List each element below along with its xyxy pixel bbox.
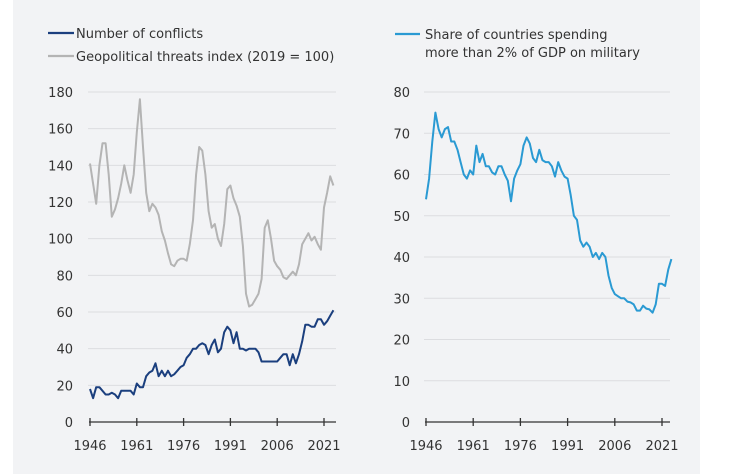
legend-item: Geopolitical threats index (2019 = 100): [48, 50, 334, 65]
legend-label: Number of conflicts: [76, 27, 203, 42]
x-tick-label: 2006: [598, 439, 631, 454]
legend-label: Geopolitical threats index (2019 = 100): [76, 50, 334, 65]
series-line-2: [89, 98, 335, 308]
x-tick-label: 2021: [645, 439, 678, 454]
x-tick-label: 1976: [504, 439, 537, 454]
y-tick-label: 100: [48, 233, 73, 248]
legend-item: Number of conflicts: [48, 27, 203, 42]
y-tick-label: 30: [393, 292, 410, 307]
y-tick-label: 20: [393, 334, 410, 349]
x-tick-label: 2006: [261, 439, 294, 454]
series-line-1: [89, 309, 335, 400]
x-tick-label: 1991: [214, 439, 247, 454]
y-tick-label: 140: [48, 159, 73, 174]
y-tick-label: 0: [65, 416, 73, 431]
y-tick-label: 40: [56, 343, 73, 358]
x-tick-label: 1976: [167, 439, 200, 454]
chart-1: 0 20 40 60 80 100 120 140 160 180 1946 1961 1976 1991…: [48, 27, 341, 454]
y-tick-label: 180: [48, 86, 73, 101]
x-tick-label: 1946: [409, 439, 442, 454]
y-tick-label: 0: [402, 416, 410, 431]
x-tick-label: 1991: [551, 439, 584, 454]
y-tick-label: 20: [56, 379, 73, 394]
y-tick-label: 160: [48, 123, 73, 138]
x-tick-label: 1961: [120, 439, 153, 454]
y-tick-label: 70: [393, 127, 410, 142]
x-tick-label: 2021: [307, 439, 340, 454]
y-tick-label: 80: [56, 269, 73, 284]
legend-label: more than 2% of GDP on military: [425, 46, 640, 61]
x-tick-label: 1946: [73, 439, 106, 454]
y-tick-label: 40: [393, 251, 410, 266]
x-tick-label: 1961: [457, 439, 490, 454]
chart-panel: [13, 0, 700, 474]
legend-label: Share of countries spending: [425, 28, 607, 43]
y-tick-label: 60: [56, 306, 73, 321]
y-tick-label: 50: [393, 210, 410, 225]
chart-2: 0 10 20 30 40 50 60 70 80 1946 1961 1976 1991 2006 202…: [393, 28, 678, 454]
y-tick-label: 10: [393, 375, 410, 390]
legend-item: Share of countries spending more than 2% …: [395, 28, 640, 61]
y-tick-label: 120: [48, 196, 73, 211]
y-tick-label: 60: [393, 169, 410, 184]
y-tick-label: 80: [393, 86, 410, 101]
series-line-1: [425, 111, 673, 314]
